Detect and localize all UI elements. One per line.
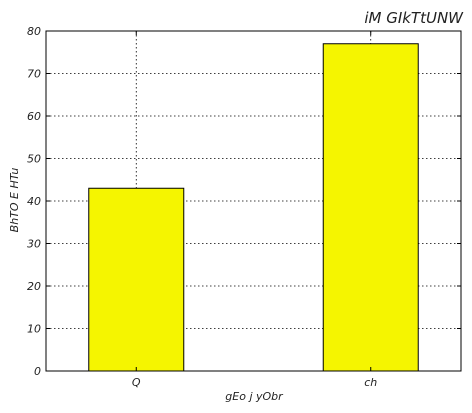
ticks: 0 10 20 30 40 50 60 70 80 Q ch bbox=[27, 25, 461, 389]
x-tick-label: ch bbox=[364, 376, 377, 389]
x-tick-label: Q bbox=[132, 376, 141, 389]
bar-ch bbox=[322, 43, 419, 372]
y-tick-label: 10 bbox=[27, 323, 41, 336]
y-tick-label: 20 bbox=[27, 280, 41, 293]
y-tick-label: 80 bbox=[27, 25, 41, 38]
y-axis-label: BhTO E HTu bbox=[8, 168, 21, 233]
x-axis-label: gEo j yObr bbox=[225, 390, 284, 403]
y-tick-label: 30 bbox=[27, 238, 41, 251]
y-tick-label: 60 bbox=[27, 110, 41, 123]
y-tick-label: 50 bbox=[27, 153, 41, 166]
chart-title: iM GIkTtUNW bbox=[364, 9, 464, 27]
bars bbox=[88, 43, 419, 372]
y-tick-label: 70 bbox=[27, 68, 41, 81]
bar-Q bbox=[88, 187, 185, 372]
y-tick-label: 0 bbox=[34, 365, 41, 378]
y-tick-label: 40 bbox=[27, 195, 41, 208]
